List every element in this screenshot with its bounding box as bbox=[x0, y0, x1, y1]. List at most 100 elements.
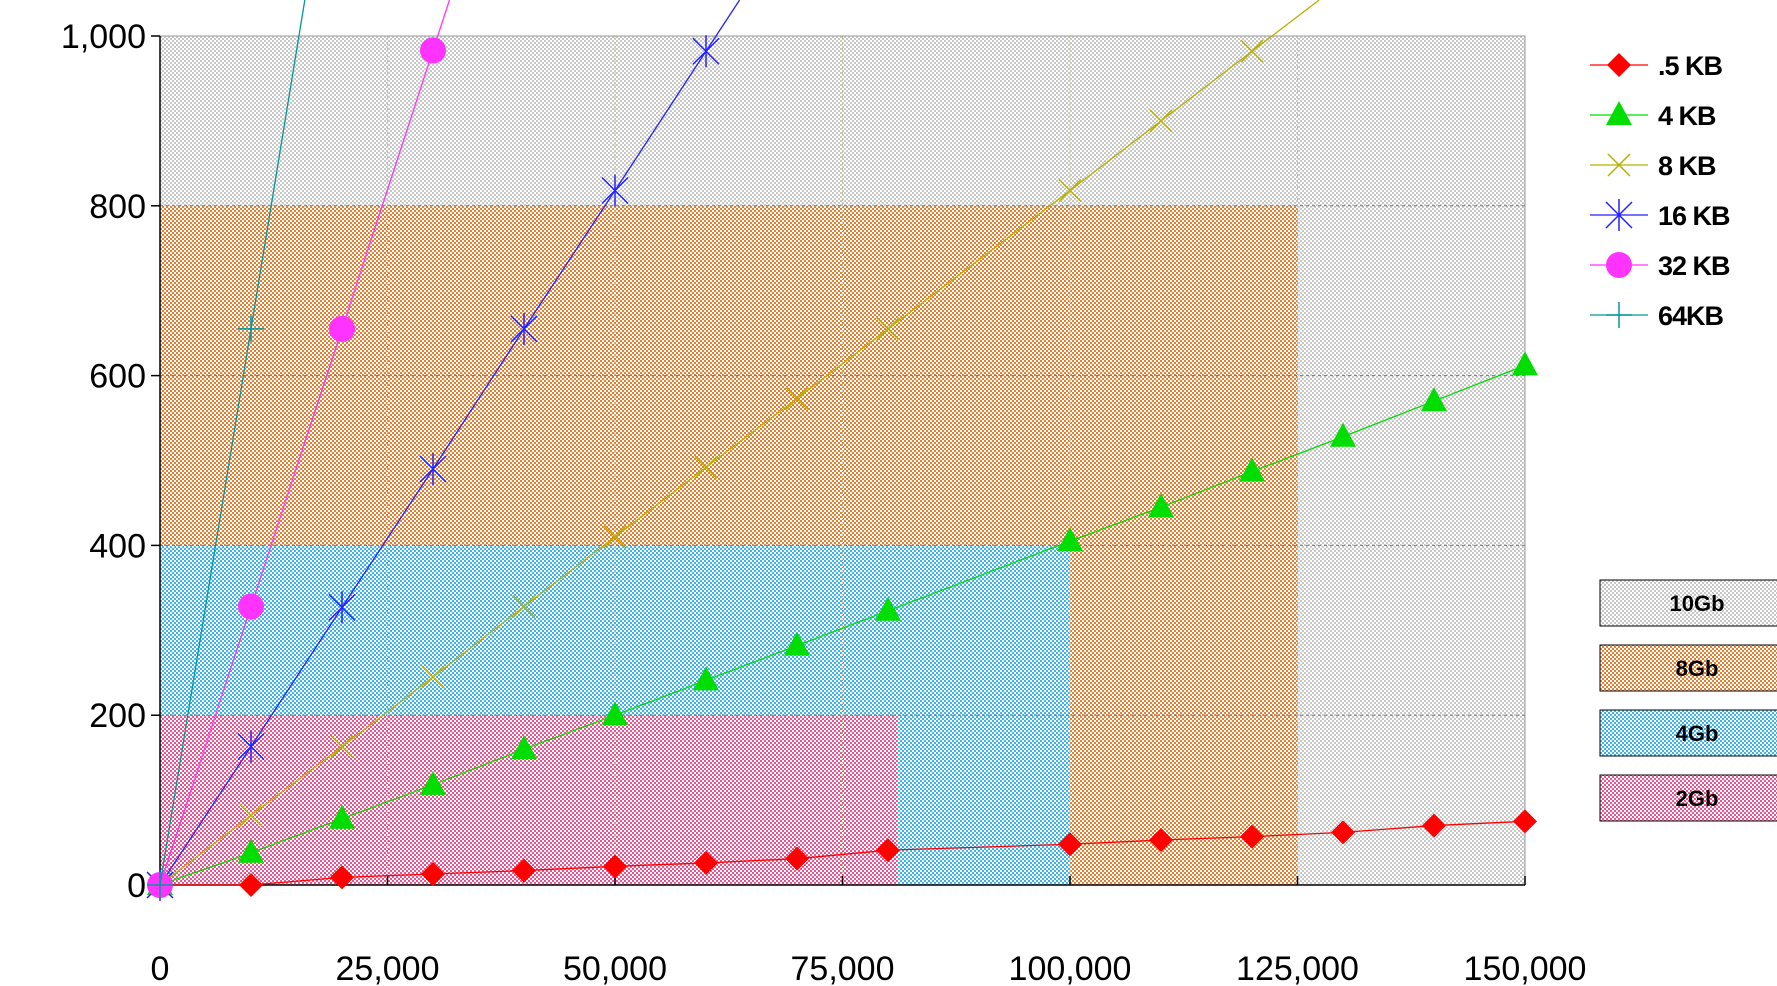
x-tick-label: 0 bbox=[151, 950, 170, 986]
data-point bbox=[602, 701, 628, 726]
data-point bbox=[421, 665, 445, 689]
data-point bbox=[1149, 109, 1173, 133]
x-tick-label: 25,000 bbox=[336, 950, 440, 986]
data-point bbox=[330, 865, 354, 890]
data-point bbox=[238, 593, 264, 620]
legend-marker bbox=[1605, 199, 1633, 231]
y-tick-label: 600 bbox=[89, 358, 146, 396]
region-legend-swatch bbox=[1599, 644, 1777, 692]
region-legend-item-4gb: 4Gb bbox=[1599, 709, 1777, 757]
legend-marker bbox=[1606, 302, 1632, 328]
region-legend-label: 4Gb bbox=[1676, 721, 1719, 746]
data-point bbox=[692, 35, 720, 68]
data-point bbox=[601, 174, 629, 207]
data-point bbox=[510, 312, 538, 345]
legend-marker bbox=[1607, 153, 1631, 177]
region-legend-swatch bbox=[1599, 579, 1777, 627]
data-point bbox=[511, 735, 537, 760]
series-32-kb bbox=[147, 0, 451, 898]
x-tick-label: 125,000 bbox=[1236, 950, 1359, 986]
data-point bbox=[147, 872, 173, 898]
series-8-kb bbox=[148, 0, 1320, 897]
data-point bbox=[1513, 809, 1537, 834]
x-tick-label: 150,000 bbox=[1464, 950, 1587, 986]
data-point bbox=[1422, 813, 1446, 838]
region-legend: 10Gb 8Gb 4Gb 2Gb bbox=[1599, 579, 1777, 822]
data-point bbox=[1240, 39, 1264, 63]
series-line-16-kb bbox=[159, 0, 741, 886]
data-point bbox=[237, 730, 265, 763]
region-legend-label: 2Gb bbox=[1676, 786, 1719, 811]
y-tick-label: 1,000 bbox=[61, 18, 146, 56]
legend-item-5-kb: .5 KB bbox=[1590, 51, 1724, 81]
data-point bbox=[512, 594, 536, 619]
series-16-kb bbox=[146, 0, 741, 901]
data-point bbox=[238, 838, 264, 863]
data-point bbox=[419, 452, 447, 485]
y-tick-label: 800 bbox=[89, 188, 146, 226]
legend-item-4-kb: 4 KB bbox=[1590, 101, 1717, 131]
legend-marker bbox=[1607, 53, 1631, 77]
data-point bbox=[1240, 824, 1264, 849]
data-point bbox=[1239, 457, 1265, 482]
region-legend-label: 8Gb bbox=[1676, 656, 1719, 681]
x-tick-label: 50,000 bbox=[563, 950, 667, 986]
data-point bbox=[239, 873, 263, 897]
region-legend-label: 10Gb bbox=[1669, 591, 1724, 616]
y-tick-label: 200 bbox=[89, 697, 146, 735]
data-point bbox=[785, 386, 809, 411]
legend-label: .5 KB bbox=[1658, 51, 1723, 81]
series-5-kb bbox=[148, 809, 1537, 897]
legend-marker bbox=[1606, 252, 1632, 278]
x-tick-label: 100,000 bbox=[1009, 950, 1132, 986]
legend-label: 4 KB bbox=[1658, 101, 1716, 131]
data-point bbox=[603, 525, 627, 549]
data-point bbox=[1512, 351, 1538, 376]
data-point bbox=[693, 666, 719, 691]
data-point bbox=[1058, 178, 1082, 203]
data-point bbox=[420, 37, 446, 64]
data-point bbox=[875, 596, 901, 621]
data-point bbox=[329, 315, 355, 342]
data-point bbox=[329, 804, 355, 829]
legend-item-64kb: 64KB bbox=[1590, 301, 1725, 331]
axes-layer: 0 200 400 600 800 1,000 0 25,000 50,000 75,000 100… bbox=[61, 18, 1587, 986]
legend-marker bbox=[1606, 101, 1632, 125]
legend-label: 32 KB bbox=[1658, 251, 1730, 281]
legend-label: 16 KB bbox=[1658, 201, 1730, 231]
legend-item-16-kb: 16 KB bbox=[1590, 199, 1731, 231]
series-64kb bbox=[147, 0, 306, 898]
region-legend-swatch bbox=[1599, 709, 1777, 757]
data-point bbox=[1421, 387, 1447, 412]
region-legend-item-10gb: 10Gb bbox=[1599, 579, 1777, 627]
legend-label: 64KB bbox=[1658, 301, 1724, 331]
legend-item-8-kb: 8 KB bbox=[1590, 151, 1717, 181]
x-tick-label: 75,000 bbox=[791, 950, 895, 986]
data-point bbox=[603, 854, 627, 879]
region-2gb bbox=[160, 715, 898, 885]
data-point bbox=[238, 315, 264, 342]
legend-label: 8 KB bbox=[1658, 151, 1716, 181]
region-legend-swatch bbox=[1599, 774, 1777, 822]
data-point bbox=[328, 591, 356, 624]
data-point bbox=[876, 317, 900, 341]
data-point bbox=[694, 850, 718, 875]
data-point bbox=[694, 455, 718, 479]
data-point bbox=[512, 858, 536, 883]
region-legend-item-8gb: 8Gb bbox=[1599, 644, 1777, 692]
region-legend-item-2gb: 2Gb bbox=[1599, 774, 1777, 822]
series-layer bbox=[146, 0, 1538, 901]
data-point bbox=[421, 861, 445, 886]
data-point bbox=[1149, 828, 1173, 853]
data-point bbox=[239, 803, 263, 827]
y-tick-label: 0 bbox=[127, 867, 146, 905]
data-point bbox=[1058, 832, 1082, 857]
data-point bbox=[784, 631, 810, 656]
data-point bbox=[1148, 493, 1174, 518]
legend: .5 KB 4 KB 8 KB 16 KB 32 KB 64KB bbox=[1590, 51, 1731, 331]
data-point bbox=[785, 846, 809, 871]
data-point bbox=[1057, 527, 1083, 552]
data-point bbox=[876, 838, 900, 863]
data-point bbox=[1330, 422, 1356, 447]
